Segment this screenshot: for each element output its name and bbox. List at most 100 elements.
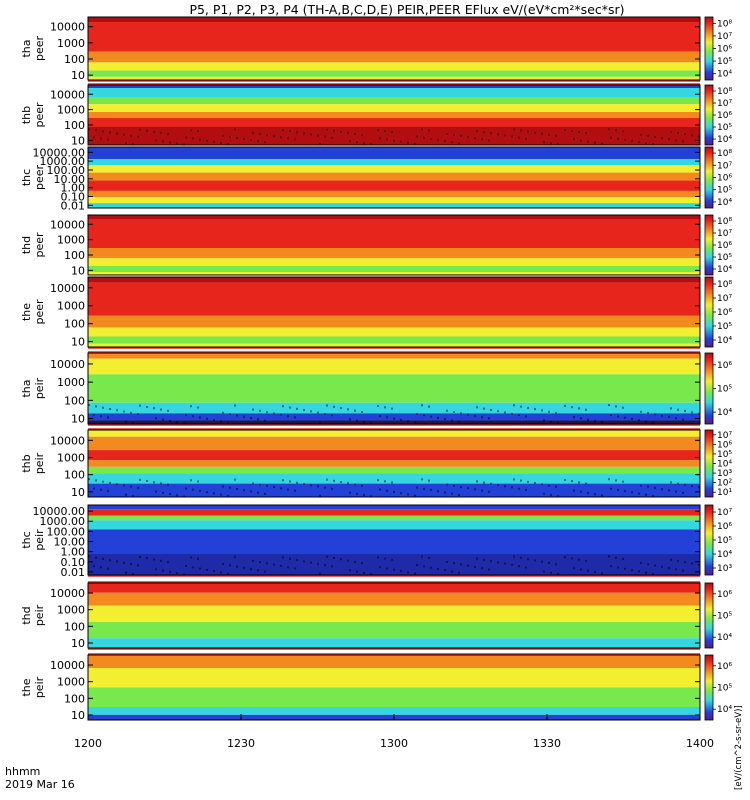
y-tick-label: 1000.00 xyxy=(40,515,86,528)
y-tick-label: 10 xyxy=(71,709,85,722)
panel-probe-label: the xyxy=(20,303,33,321)
y-tick-label: 1000 xyxy=(57,676,85,689)
panel-species-label: peir xyxy=(33,604,46,626)
panel-species-label: peer xyxy=(33,102,46,128)
y-tick-label: 1000 xyxy=(57,376,85,389)
spectrogram-band xyxy=(88,655,700,668)
spectrogram-band xyxy=(88,505,700,510)
panel-tha-peir: 10 100 1000 10000 tha peir 10⁴ 10⁵ 10⁶ xyxy=(20,352,732,426)
y-tick-label: 10 xyxy=(71,336,85,349)
panel-frame xyxy=(87,429,701,498)
y-tick-label: 100 xyxy=(64,620,85,633)
panel-probe-label: thd xyxy=(20,236,33,254)
colorbar-tick-label: 10³ xyxy=(717,469,732,479)
y-tick-label: 0.10 xyxy=(61,556,86,569)
panel-probe-label: thd xyxy=(20,606,33,624)
y-tick-label: 10 xyxy=(71,637,85,650)
colorbar-tick-label: 10⁷ xyxy=(717,294,732,304)
spectrogram-band xyxy=(88,127,700,145)
colorbar-tick-label: 10⁸ xyxy=(717,280,732,290)
spectrogram-band xyxy=(88,266,700,272)
y-tick-label: 10000 xyxy=(50,587,85,600)
spectrogram-band xyxy=(88,97,700,105)
colorbar-tick-label: 10⁴ xyxy=(717,705,732,715)
panel-thb-peer: 10 100 1000 10000 thb peer 10⁴ 10⁵ 10⁶ 10⁷ 10⁸ xyxy=(20,84,732,147)
spectrogram-band xyxy=(88,358,700,375)
colorbar-units-label: [eV/(cm^2-s-sr-eV)] xyxy=(734,705,744,790)
y-tick-label: 100 xyxy=(64,469,85,482)
colorbar: 10⁴ 10⁵ 10⁶ xyxy=(704,582,732,649)
spectrogram-band xyxy=(88,165,700,173)
y-tick-label: 1000.00 xyxy=(40,155,86,168)
footer-time-label: hhmm xyxy=(5,765,40,778)
spectrogram-band xyxy=(88,554,700,575)
panel-the-peer: 10 100 1000 10000 the peer 10⁴ 10⁵ 10⁶ 10⁷ 10⁸ xyxy=(20,276,732,349)
colorbar: 10⁴ 10⁵ 10⁶ 10⁷ 10⁸ xyxy=(704,276,732,348)
panel-the-peir: 10 100 1000 10000 the peir 10⁴ 10⁵ 10⁶ xyxy=(20,654,732,722)
spectrogram-band xyxy=(88,22,700,52)
y-tick-label: 10.00 xyxy=(54,173,86,186)
colorbar-tick-label: 10⁸ xyxy=(717,19,732,29)
colorbar-tick-label: 10⁷ xyxy=(717,32,732,42)
panel-thc-peer: 0.010.101.0010.00100.001000.0010000.00th… xyxy=(20,146,732,212)
panel-thc-peir: 0.010.101.0010.00100.001000.0010000.00th… xyxy=(20,504,732,579)
spectrogram-band xyxy=(88,520,700,530)
spectrogram-band xyxy=(88,70,700,77)
spectrogram-band xyxy=(88,687,700,707)
spectrogram-band xyxy=(88,413,700,421)
colorbar-tick-label: 10⁴ xyxy=(717,460,732,470)
spectrogram-band xyxy=(88,248,700,259)
panel-probe-label: thc xyxy=(20,169,33,186)
colorbar-tick-label: 10⁴ xyxy=(717,70,732,80)
colorbar-tick-label: 10⁴ xyxy=(717,336,732,346)
spectrogram-band xyxy=(88,315,700,328)
y-tick-label: 10000 xyxy=(50,358,85,371)
x-axis: 1200 1230 1300 1330 1400 xyxy=(74,714,714,750)
spectrogram-band xyxy=(88,509,700,516)
spectrogram-band xyxy=(88,76,700,80)
y-tick-label: 100 xyxy=(64,394,85,407)
y-tick-label: 1000 xyxy=(57,37,85,50)
y-tick-label: 100.00 xyxy=(47,525,86,538)
panel-frame xyxy=(87,352,701,425)
y-tick-label: 10000 xyxy=(50,218,85,231)
spectrogram-band xyxy=(88,420,700,424)
panel-probe-label: tha xyxy=(20,379,33,397)
colorbar-tick-label: 10⁵ xyxy=(717,57,732,67)
y-tick-label: 10 xyxy=(71,264,85,277)
panel-gap-strip xyxy=(88,575,700,583)
colorbar-tick-label: 10² xyxy=(717,479,732,489)
spectrogram-band xyxy=(88,402,700,414)
panel-gap-strip xyxy=(88,80,700,85)
y-tick-label: 0.01 xyxy=(61,566,86,579)
y-tick-label: 1000 xyxy=(57,452,85,465)
spectrogram-band xyxy=(88,282,700,316)
y-tick-label: 10 xyxy=(71,134,85,147)
panel-frame xyxy=(87,16,701,81)
figure-title: P5, P1, P2, P3, P4 (TH-A,B,C,D,E) PEIR,P… xyxy=(189,2,624,17)
colorbar-tick-label: 10⁶ xyxy=(717,522,732,532)
colorbar-tick-label: 10⁴ xyxy=(717,198,732,208)
panel-species-label: peer xyxy=(33,232,46,258)
colorbar-tick-label: 10⁵ xyxy=(717,450,732,460)
spectrogram-band xyxy=(88,515,700,521)
y-tick-label: 0.01 xyxy=(61,199,86,212)
spectrogram-band xyxy=(88,17,700,23)
y-tick-label: 100 xyxy=(64,318,85,331)
colorbar-tick-label: 10⁷ xyxy=(717,229,732,239)
spectrogram-band xyxy=(88,272,700,275)
colorbar-tick-label: 10¹ xyxy=(717,488,732,498)
colorbar-tick-label: 10⁸ xyxy=(717,87,732,97)
panel-species-label: peir xyxy=(33,377,46,399)
colorbar-tick-label: 10⁶ xyxy=(717,590,732,600)
spectrogram-band xyxy=(88,343,700,347)
colorbar-tick-label: 10⁷ xyxy=(717,431,732,441)
spectrogram-band xyxy=(88,668,700,688)
colorbar: 10⁴ 10⁵ 10⁶ 10⁷ 10⁸ xyxy=(704,16,732,81)
colorbar-tick-label: 10⁵ xyxy=(717,612,732,622)
colorbar-tick-label: 10⁷ xyxy=(717,508,732,518)
x-tick-label: 1230 xyxy=(227,737,255,750)
spectrogram-band xyxy=(88,450,700,461)
